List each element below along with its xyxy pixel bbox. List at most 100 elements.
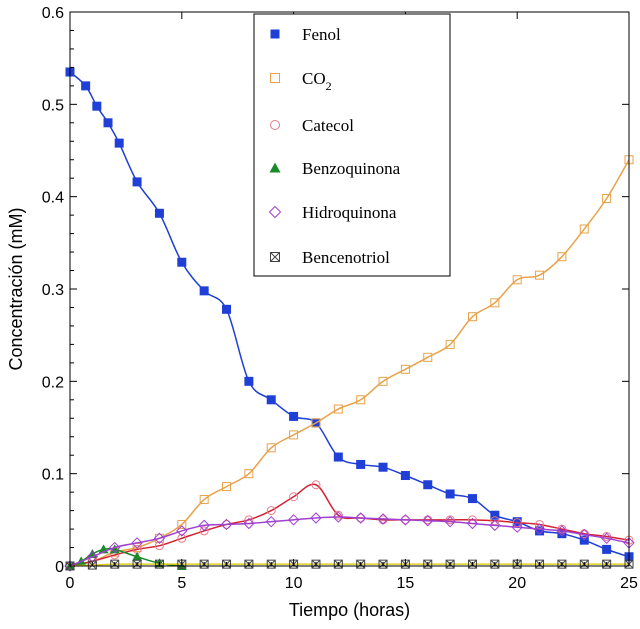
- x-tick-label: 5: [177, 575, 186, 592]
- data-point-hidroquinona: [377, 513, 389, 525]
- data-point-co2: [512, 275, 522, 285]
- y-tick-label: 0.4: [42, 190, 64, 207]
- data-point-hidroquinona: [243, 517, 255, 530]
- data-point-fenol: [103, 118, 113, 128]
- legend-marker-bencenotriol: [270, 252, 280, 262]
- data-point-hidroquinona: [354, 512, 367, 524]
- y-tick-label: 0.6: [42, 5, 64, 22]
- legend-label: Bencenotriol: [302, 248, 390, 267]
- data-point-co2: [557, 252, 567, 262]
- data-point-hidroquinona: [310, 512, 322, 524]
- data-point-hidroquinona: [533, 523, 546, 535]
- y-tick-label: 0.5: [42, 97, 64, 114]
- data-point-fenol: [222, 304, 232, 314]
- series-line-fenol: [69, 71, 630, 558]
- y-tick-label: 0.3: [42, 282, 64, 299]
- y-tick-label: 0: [55, 559, 64, 576]
- data-point-fenol: [132, 177, 142, 187]
- x-tick-label: 0: [66, 575, 75, 592]
- legend-marker-hidroquinona: [268, 205, 282, 219]
- series-catecol: [65, 480, 634, 571]
- series-hidroquinona: [64, 511, 635, 572]
- data-point-fenol: [602, 544, 612, 554]
- data-point-hidroquinona: [511, 521, 523, 533]
- data-point-catecol: [266, 506, 276, 516]
- data-point-fenol: [289, 411, 299, 421]
- data-point-co2: [222, 482, 232, 492]
- data-point-hidroquinona: [489, 519, 501, 532]
- legend-label: Benzoquinona: [302, 159, 401, 178]
- data-point-hidroquinona: [220, 518, 233, 531]
- data-point-fenol: [199, 286, 209, 296]
- data-point-fenol: [535, 526, 545, 536]
- data-point-hidroquinona: [198, 519, 210, 532]
- data-point-catecol: [177, 533, 187, 543]
- y-tick-label: 0.2: [42, 374, 64, 391]
- data-point-co2: [356, 395, 366, 405]
- legend-label: Catecol: [302, 116, 354, 135]
- series-line-bencenotriol: [69, 563, 629, 567]
- data-point-catecol: [333, 510, 343, 520]
- legend-marker-co2: [270, 73, 280, 83]
- series-line-hidroquinona: [69, 516, 630, 567]
- data-point-hidroquinona: [578, 528, 590, 541]
- data-point-hidroquinona: [444, 515, 456, 528]
- data-point-co2: [467, 312, 477, 322]
- data-point-fenol: [467, 494, 477, 504]
- data-point-co2: [535, 270, 545, 280]
- data-point-co2: [244, 469, 254, 479]
- data-point-fenol: [378, 462, 388, 472]
- data-point-co2: [579, 224, 589, 234]
- data-point-fenol: [266, 395, 276, 405]
- legend-label: Hidroquinona: [302, 203, 397, 222]
- data-point-hidroquinona: [287, 514, 300, 526]
- legend-marker-benzoquinona: [269, 162, 281, 173]
- data-point-fenol: [154, 208, 164, 218]
- data-point-fenol: [177, 257, 187, 267]
- data-point-co2: [311, 418, 321, 428]
- data-point-hidroquinona: [265, 515, 277, 528]
- data-point-co2: [154, 533, 164, 543]
- legend-item-bencenotriol: Bencenotriol: [270, 248, 390, 267]
- data-point-fenol: [557, 529, 567, 539]
- data-point-fenol: [400, 471, 410, 481]
- data-point-hidroquinona: [466, 517, 479, 530]
- data-point-hidroquinona: [600, 532, 613, 545]
- legend-item-benzoquinona: Benzoquinona: [269, 159, 401, 178]
- data-point-co2: [423, 352, 433, 362]
- x-tick-label: 20: [508, 575, 526, 592]
- data-point-benzoquinona: [109, 544, 120, 554]
- y-axis-title: Concentración (mM): [6, 207, 26, 370]
- data-point-fenol: [423, 480, 433, 490]
- data-point-co2: [333, 404, 343, 414]
- data-point-hidroquinona: [556, 525, 568, 537]
- data-point-co2: [289, 430, 299, 440]
- data-point-fenol: [356, 459, 366, 469]
- data-point-fenol: [490, 510, 500, 520]
- x-axis-title: Tiempo (horas): [289, 600, 410, 620]
- data-point-fenol: [445, 489, 455, 499]
- data-point-fenol: [114, 138, 124, 148]
- data-point-co2: [400, 364, 410, 374]
- data-point-catecol: [199, 526, 209, 536]
- data-point-catecol: [311, 480, 321, 490]
- legend-marker-catecol: [270, 120, 280, 130]
- data-point-co2: [177, 519, 187, 529]
- data-point-fenol: [81, 81, 91, 91]
- legend-box: [253, 13, 451, 277]
- data-point-co2: [378, 376, 388, 386]
- data-point-catecol: [602, 531, 612, 541]
- legend-label-subscript: 2: [326, 79, 332, 93]
- data-point-co2: [266, 443, 276, 453]
- data-point-catecol: [289, 492, 299, 502]
- legend-marker-fenol: [270, 29, 280, 39]
- y-tick-label: 0.1: [42, 467, 64, 484]
- axes: 0 5 10 15 20 25 0 0.1 0.2 0.3 0.4 0.5 0.6: [42, 5, 638, 592]
- data-point-hidroquinona: [131, 537, 143, 549]
- data-point-hidroquinona: [422, 515, 434, 527]
- data-point-fenol: [333, 452, 343, 462]
- data-point-hidroquinona: [86, 551, 99, 563]
- x-tick-label: 10: [285, 575, 303, 592]
- data-point-catecol: [445, 515, 455, 525]
